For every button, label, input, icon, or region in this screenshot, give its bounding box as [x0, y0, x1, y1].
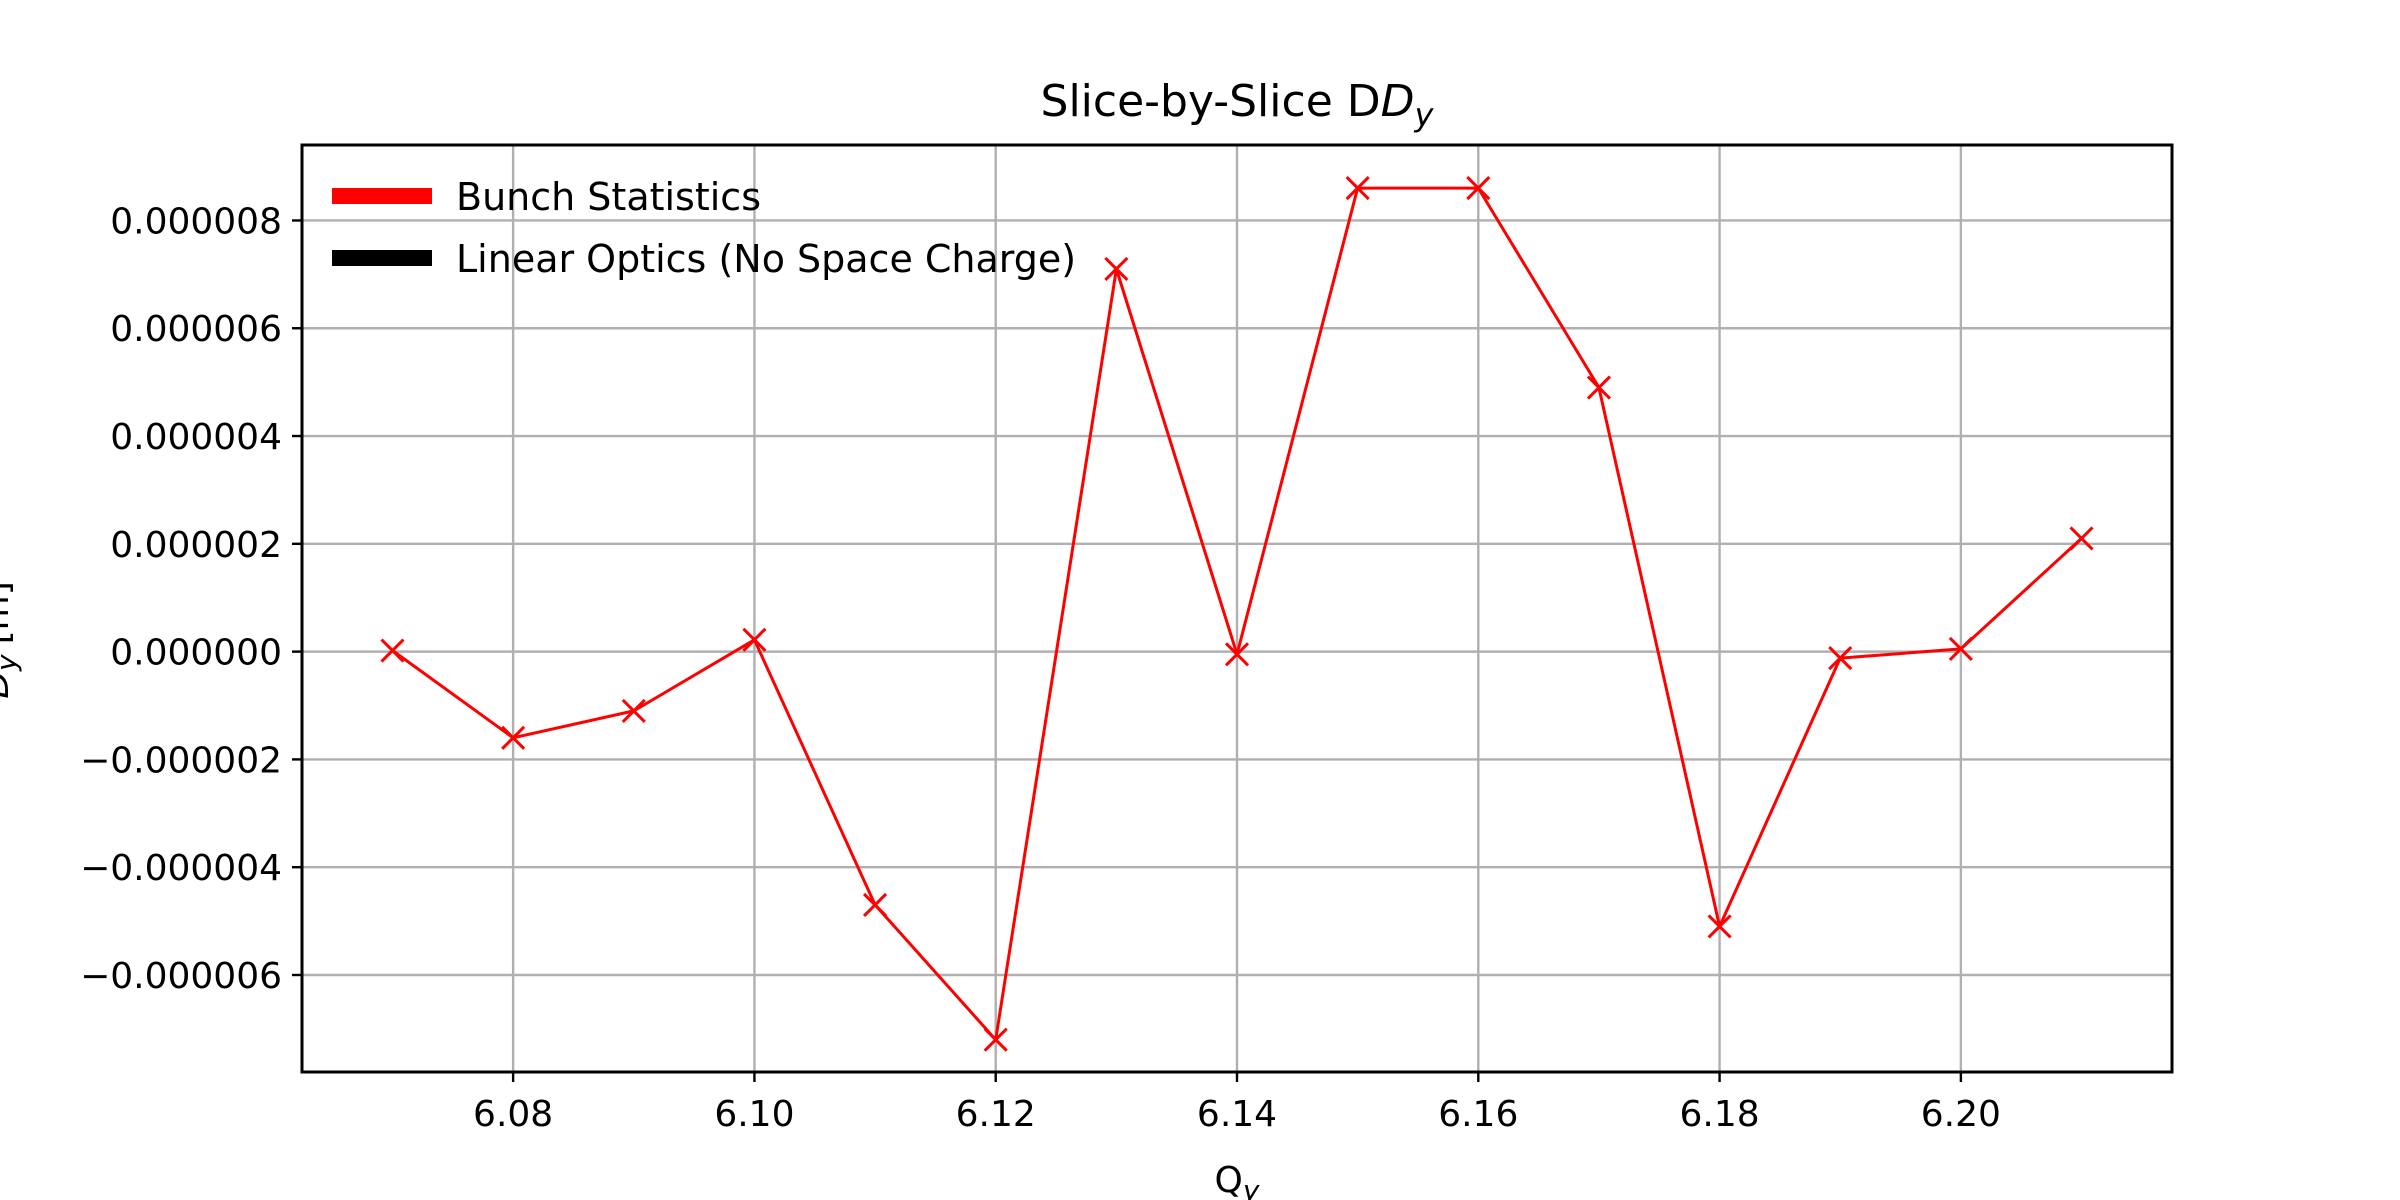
x-tick-label: 6.18	[1680, 1094, 1760, 1135]
x-axis-label: Qy	[1215, 1160, 1260, 1200]
legend-swatch-bunch-statistics	[332, 188, 432, 204]
chart-title: Slice-by-Slice DDy	[1041, 76, 1435, 134]
legend-swatch-linear-optics	[332, 250, 432, 266]
data-point	[1586, 375, 1611, 400]
data-point	[742, 627, 767, 652]
y-tick-label: −0.000006	[80, 956, 282, 997]
y-tick-label: 0.000000	[110, 633, 282, 674]
x-tick-label: 6.14	[1197, 1094, 1277, 1135]
x-tick-label: 6.08	[473, 1094, 553, 1135]
x-axis: 6.08 6.10 6.12 6.14 6.16 6.18 6.20	[473, 1072, 2001, 1135]
legend: Bunch Statistics Linear Optics (No Space…	[332, 175, 1076, 281]
data-point	[1828, 646, 1853, 671]
legend-label-bunch-statistics: Bunch Statistics	[456, 175, 761, 219]
x-tick-label: 6.12	[956, 1094, 1036, 1135]
data-point	[1104, 256, 1129, 282]
x-tick-label: 6.10	[714, 1094, 794, 1135]
data-point	[1466, 176, 1491, 201]
data-point	[1707, 914, 1732, 939]
y-axis: −0.000006 −0.000004 −0.000002 0.000000 0.000…	[80, 201, 302, 997]
y-tick-label: −0.000004	[80, 848, 282, 889]
data-point	[983, 1027, 1008, 1052]
series-layer	[380, 176, 2094, 1052]
data-point	[1224, 642, 1250, 667]
y-tick-label: 0.000002	[110, 525, 282, 566]
y-tick-label: 0.000008	[110, 201, 282, 242]
data-point	[2069, 526, 2094, 551]
legend-label-linear-optics: Linear Optics (No Space Charge)	[456, 237, 1076, 281]
x-tick-label: 6.16	[1438, 1094, 1518, 1135]
data-point	[621, 698, 646, 723]
y-tick-label: 0.000006	[110, 309, 282, 350]
data-point	[501, 725, 526, 750]
data-point	[1948, 636, 1973, 661]
data-point	[863, 892, 888, 917]
grid	[302, 145, 2172, 1072]
data-point	[380, 638, 405, 663]
y-axis-label: Dy[m]	[0, 581, 23, 698]
data-point	[1345, 176, 1370, 201]
x-tick-label: 6.20	[1921, 1094, 2001, 1135]
y-tick-label: −0.000002	[80, 740, 282, 781]
y-tick-label: 0.000004	[110, 417, 282, 458]
